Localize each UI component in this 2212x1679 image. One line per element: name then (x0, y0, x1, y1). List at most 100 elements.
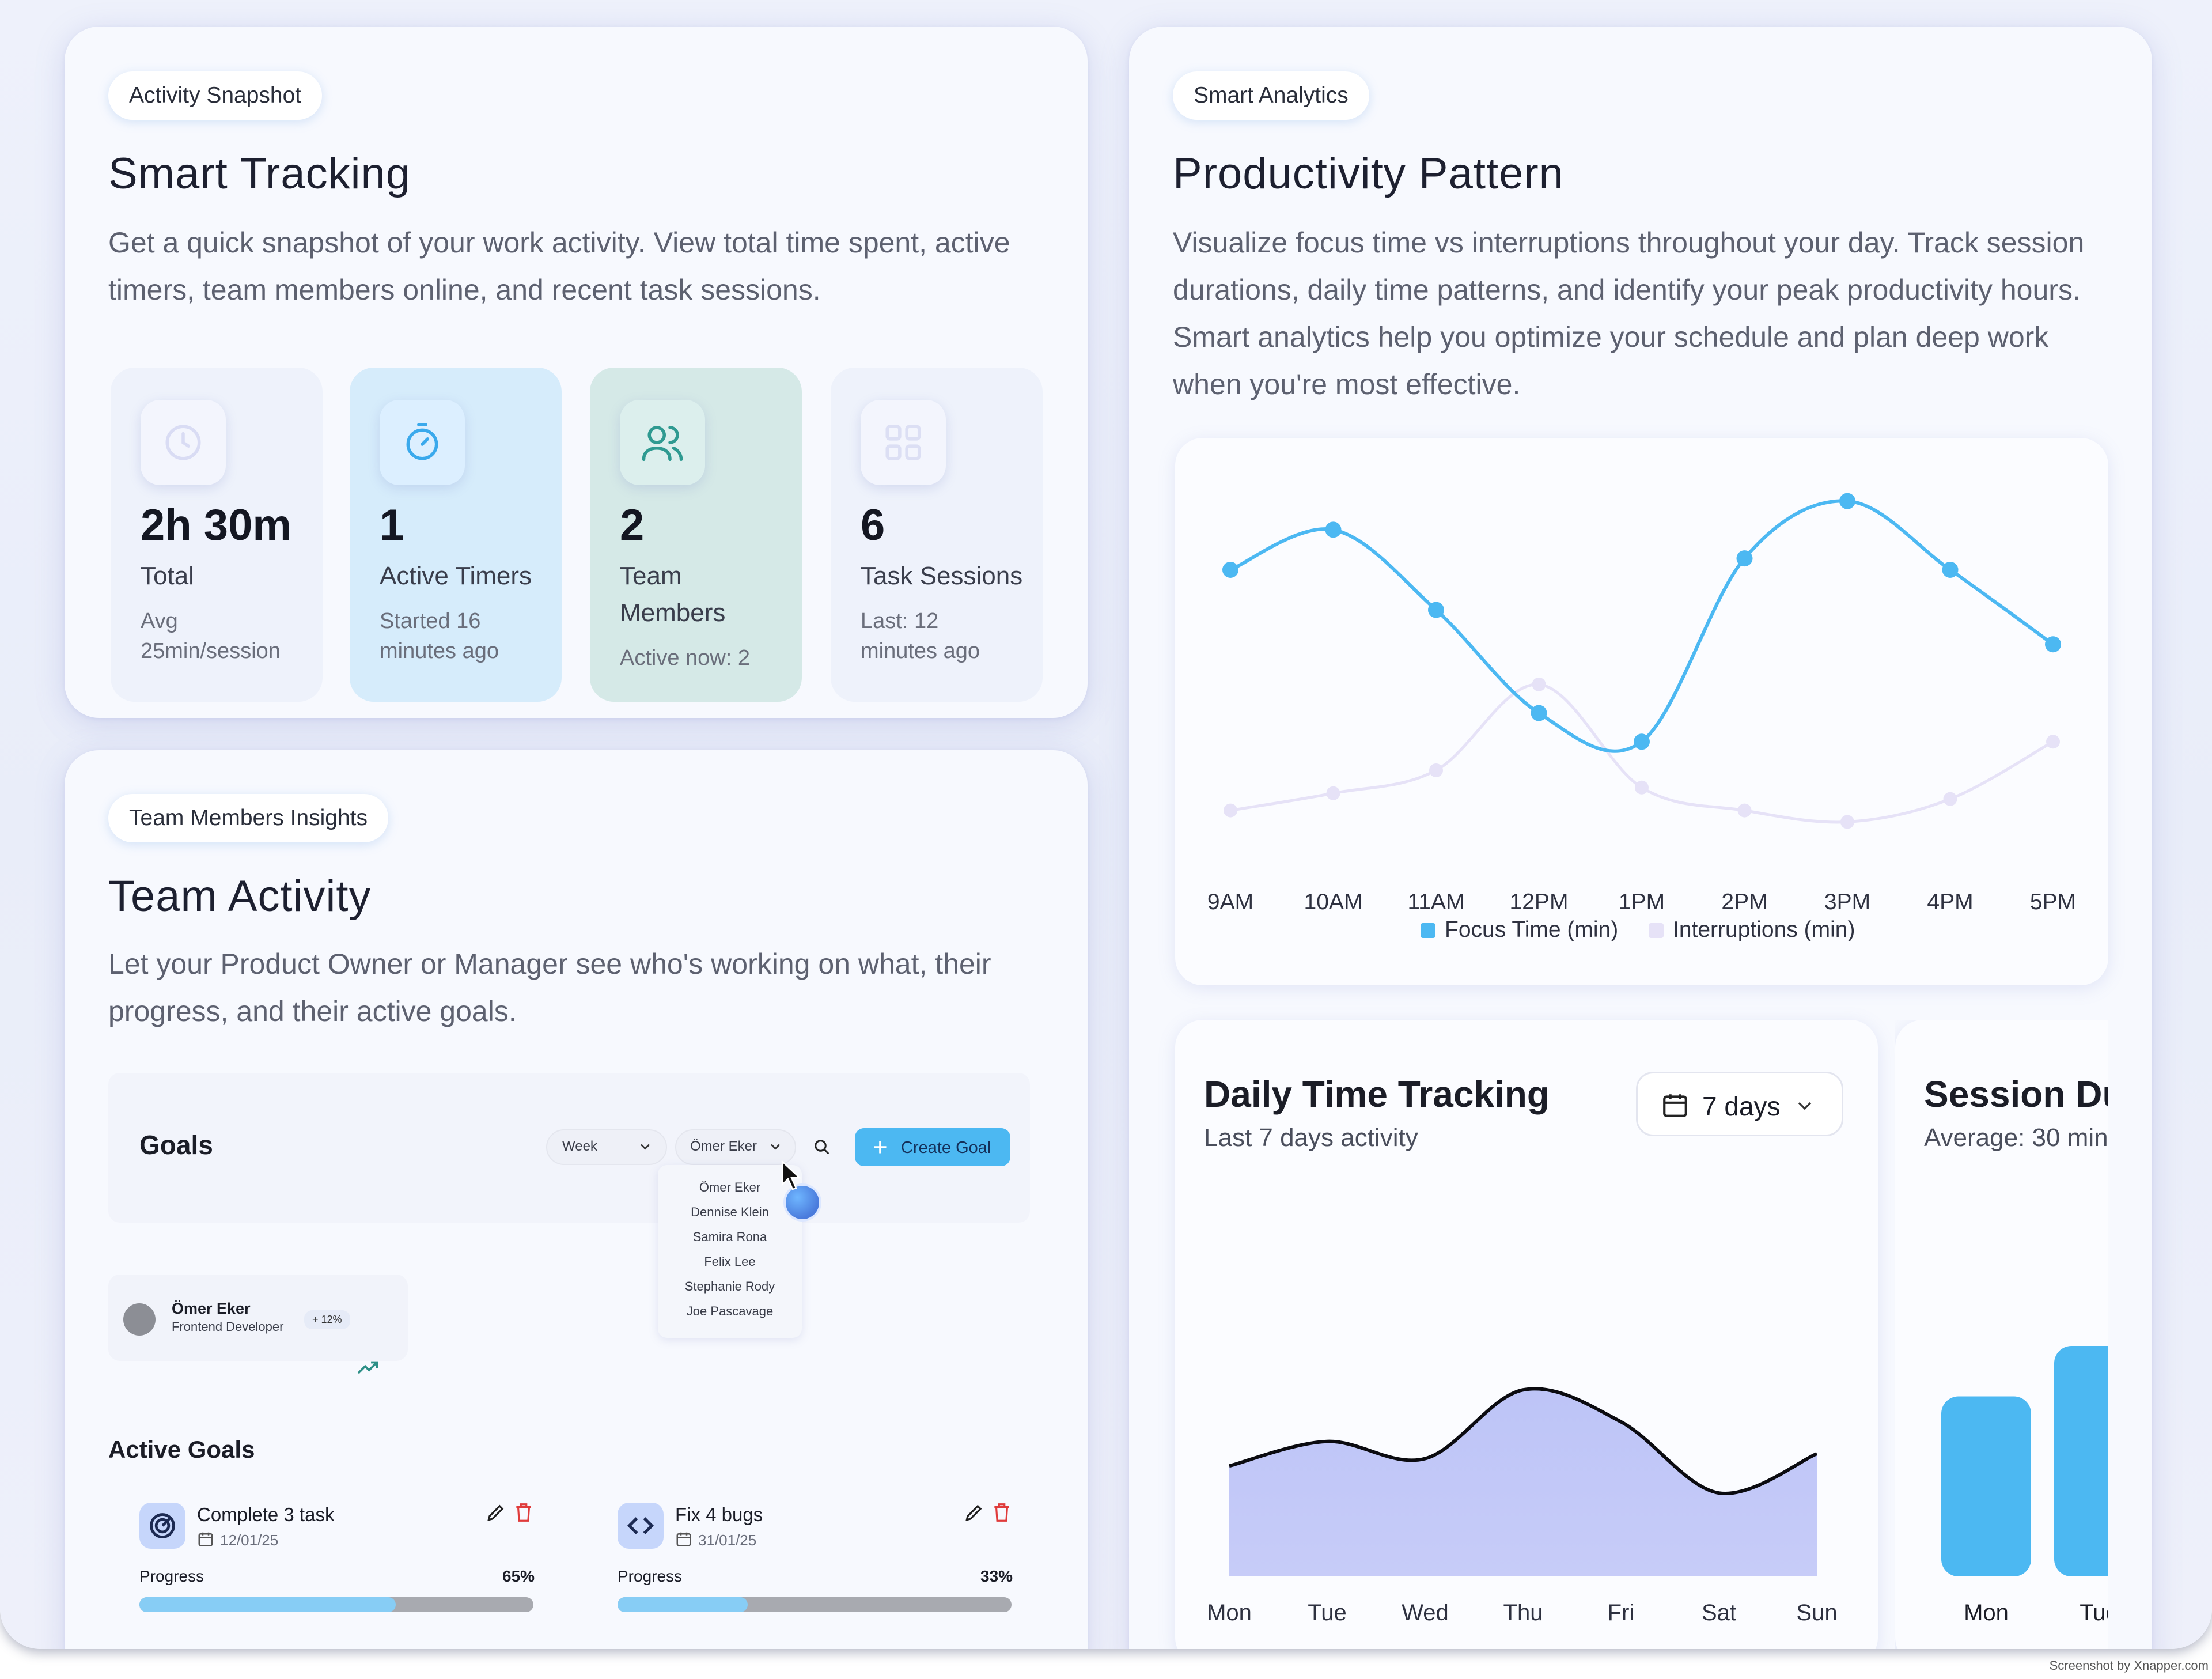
series-line-focus (1229, 499, 2054, 753)
users-icon (620, 400, 705, 485)
progress-bar-fill (618, 1597, 748, 1612)
stat-total-value: 2h 30m (141, 501, 291, 550)
session-subtitle: Average: 30 min (1924, 1124, 2108, 1152)
daily-title: Daily Time Tracking (1204, 1073, 1550, 1115)
productivity-title: Productivity Pattern (1173, 149, 1564, 198)
stat-team-sub: Active now: 2 (620, 646, 750, 670)
calendar-icon (197, 1530, 214, 1551)
delete-icon[interactable] (513, 1502, 535, 1526)
chevron-down-icon (637, 1139, 653, 1158)
progress-label: Progress (139, 1567, 204, 1585)
stat-task-sessions: 6 Task Sessions Last: 12 minutes ago (831, 368, 1043, 702)
team-insights-badge: Team Members Insights (108, 794, 388, 842)
edit-icon[interactable] (485, 1502, 507, 1526)
dropdown-option[interactable]: Felix Lee (704, 1254, 756, 1269)
progress-bar-fill (139, 1597, 396, 1612)
dropdown-option[interactable]: Joe Pascavage (686, 1304, 774, 1318)
range-select[interactable]: 7 days (1636, 1072, 1843, 1136)
code-icon (618, 1503, 664, 1549)
x-tick-label: Sat (1702, 1600, 1736, 1625)
target-icon (139, 1503, 185, 1549)
dropdown-option[interactable]: Ömer Eker (699, 1180, 761, 1194)
progress-percent: 65% (502, 1567, 535, 1585)
goals-title: Goals (139, 1130, 213, 1160)
data-point (1224, 803, 1237, 818)
clock-icon (141, 400, 226, 485)
data-point (1531, 705, 1547, 721)
smart-tracking-card: Activity Snapshot Smart Tracking Get a q… (65, 27, 1088, 718)
smart-tracking-title: Smart Tracking (108, 149, 411, 198)
x-tick-label: 10AM (1304, 890, 1363, 914)
watermark: Screenshot by Xnapper.com (2049, 1658, 2209, 1673)
period-select-value: Week (562, 1139, 597, 1154)
data-point (1429, 763, 1443, 777)
grid-icon (861, 400, 946, 485)
progress-label: Progress (618, 1567, 683, 1585)
x-tick-label: Fri (1608, 1600, 1635, 1625)
x-tick-label: 5PM (2030, 890, 2076, 914)
data-point (1634, 733, 1650, 750)
period-select[interactable]: Week (546, 1129, 667, 1165)
member-select[interactable]: Ömer Eker (675, 1129, 796, 1165)
dropdown-option[interactable]: Dennise Klein (691, 1205, 769, 1219)
stat-team-label: Team Members (620, 562, 726, 627)
bar (1941, 1396, 2031, 1576)
daily-time-card: Daily Time Tracking Last 7 days activity… (1175, 1020, 1878, 1649)
stat-team-members: 2 Team Members Active now: 2 (590, 368, 802, 702)
legend-swatch (1649, 923, 1664, 938)
goal-date: 12/01/25 (220, 1531, 279, 1549)
mouse-cursor-icon (781, 1160, 804, 1194)
x-tick-label: 3PM (1824, 890, 1870, 914)
stat-timers-sub: Started 16 minutes ago (380, 609, 499, 663)
goals-panel: Goals Week Ömer Eker Create Goa (108, 1073, 1030, 1223)
x-tick-label: 4PM (1927, 890, 1973, 914)
productivity-description: Visualize focus time vs interruptions th… (1173, 226, 2085, 400)
member-select-value: Ömer Eker (690, 1139, 757, 1154)
data-point (1428, 602, 1444, 618)
legend-label: Focus Time (min) (1445, 917, 1618, 942)
stat-sessions-value: 6 (861, 501, 885, 550)
team-activity-title: Team Activity (108, 872, 372, 921)
data-point (1839, 493, 1855, 509)
x-tick-label: 12PM (1510, 890, 1569, 914)
x-tick-label: 11AM (1408, 890, 1465, 914)
stat-total: 2h 30m Total Avg 25min/session (111, 368, 323, 702)
data-point (1326, 786, 1340, 800)
data-point (2045, 636, 2061, 653)
stat-total-label: Total (141, 562, 194, 590)
progress-percent: 33% (980, 1567, 1013, 1585)
goal-card[interactable]: Complete 3 task 12/01/25 Progress 65% (139, 1477, 600, 1649)
productivity-card: Smart Analytics Productivity Pattern Vis… (1129, 27, 2152, 1649)
area-fill (1229, 1389, 1817, 1576)
series-line-interruptions (1230, 683, 2054, 824)
data-point (1532, 677, 1546, 691)
delete-icon[interactable] (991, 1502, 1013, 1526)
x-tick-label: Mon (1964, 1600, 2009, 1625)
member-row[interactable]: Ömer Eker Frontend Developer + 12% (108, 1275, 408, 1361)
x-tick-label: Wed (1402, 1600, 1449, 1625)
x-tick-label: Sun (1796, 1600, 1837, 1625)
dropdown-option[interactable]: Samira Rona (692, 1230, 767, 1244)
x-tick-label: 1PM (1619, 890, 1665, 914)
plus-icon (870, 1137, 891, 1160)
area-line (1229, 1387, 1818, 1496)
edit-icon[interactable] (963, 1502, 985, 1526)
data-point (1222, 561, 1238, 578)
search-button[interactable] (804, 1129, 840, 1165)
legend-swatch (1421, 923, 1435, 938)
data-point (1942, 561, 1959, 578)
chevron-down-icon (767, 1139, 783, 1158)
legend-label: Interruptions (min) (1673, 917, 1855, 942)
stat-team-value: 2 (620, 501, 645, 550)
trending-up-icon (356, 1357, 380, 1380)
member-name: Ömer Eker (172, 1300, 251, 1317)
session-bar-chart: Mon Tue (1941, 1346, 2108, 1625)
data-point (1325, 521, 1342, 538)
create-goal-button[interactable]: Create Goal (855, 1128, 1010, 1166)
dropdown-option[interactable]: Stephanie Rody (684, 1279, 775, 1294)
stat-sessions-label: Task Sessions (861, 562, 1023, 590)
stat-sessions-sub: Last: 12 minutes ago (861, 609, 980, 663)
timer-icon (380, 400, 465, 485)
goal-card[interactable]: Fix 4 bugs 31/01/25 Progress 33% (618, 1477, 1078, 1649)
